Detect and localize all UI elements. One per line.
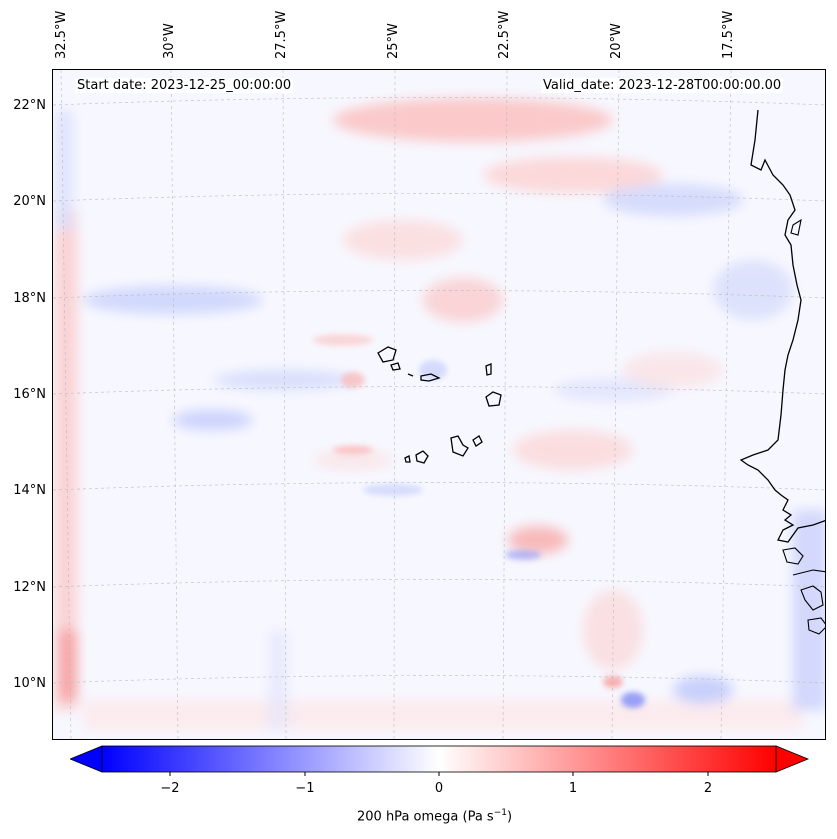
colorbar-label-close: ) bbox=[506, 809, 513, 825]
colorbar-tick-0: 0 bbox=[434, 781, 444, 796]
colorbar-label-text: 200 hPa omega (Pa s bbox=[357, 809, 494, 825]
lon-label-27-5w: 27.5°W bbox=[274, 10, 289, 59]
start-date-label: Start date: 2023-12-25_00:00:00 bbox=[75, 78, 294, 93]
graticule bbox=[53, 70, 825, 739]
lon-label-22-5w: 22.5°W bbox=[497, 10, 512, 59]
lon-label-30w: 30°W bbox=[162, 23, 177, 59]
omega-field bbox=[53, 70, 825, 739]
colorbar-tick-2: 2 bbox=[703, 781, 713, 796]
colorbar-tick-1: 1 bbox=[568, 781, 578, 796]
colorbar-label: 200 hPa omega (Pa s−1) bbox=[357, 808, 512, 824]
colorbar-ticks bbox=[169, 772, 709, 776]
lat-label-16n: 16°N bbox=[13, 387, 46, 402]
colorbar bbox=[70, 745, 810, 776]
colorbar-tick-neg2: −2 bbox=[160, 781, 180, 796]
lat-label-14n: 14°N bbox=[13, 483, 46, 498]
colorbar-tick-neg1: −1 bbox=[295, 781, 315, 796]
lon-label-25w: 25°W bbox=[386, 23, 401, 59]
colorbar-max-arrow bbox=[775, 745, 810, 773]
colorbar-label-exponent: −1 bbox=[493, 808, 507, 818]
colorbar-min-arrow bbox=[70, 745, 103, 773]
lat-label-22n: 22°N bbox=[13, 98, 46, 113]
lon-label-17-5w: 17.5°W bbox=[721, 10, 736, 59]
valid-date-label: Valid_date: 2023-12-28T00:00:00.00 bbox=[541, 78, 784, 93]
lat-label-10n: 10°N bbox=[13, 676, 46, 691]
lon-label-32-5w: 32.5°W bbox=[54, 10, 69, 59]
africa-coastline bbox=[739, 109, 825, 543]
map-panel bbox=[52, 69, 826, 740]
colorbar-gradient bbox=[101, 745, 777, 773]
lon-label-20w: 20°W bbox=[609, 23, 624, 59]
cape-verde-islands bbox=[377, 346, 502, 464]
lat-label-12n: 12°N bbox=[13, 580, 46, 595]
lat-label-18n: 18°N bbox=[13, 291, 46, 306]
lat-label-20n: 20°N bbox=[13, 194, 46, 209]
